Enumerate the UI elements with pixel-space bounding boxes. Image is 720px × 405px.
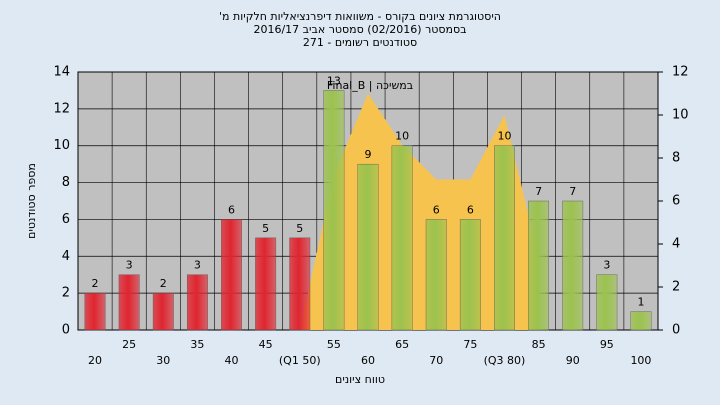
data-label: 13	[327, 74, 341, 87]
y-tick-label: 10	[53, 138, 70, 153]
x-tick-label: 45	[259, 338, 273, 351]
legend: Final_B | במשיכה	[327, 79, 413, 92]
x-tick-label: 75	[463, 338, 477, 351]
data-label: 7	[535, 185, 542, 198]
x-tick-label: 95	[600, 338, 614, 351]
data-label: 5	[296, 222, 303, 235]
bar	[494, 145, 515, 331]
x-tick-label: 90	[566, 354, 580, 367]
bar	[255, 237, 277, 331]
y-tick-label: 6	[62, 212, 70, 227]
bar	[118, 274, 140, 331]
data-label: 6	[433, 203, 440, 216]
data-label: 2	[160, 277, 167, 290]
data-label: 3	[194, 259, 201, 272]
bar	[221, 219, 242, 331]
data-label: 10	[497, 130, 511, 143]
bar	[323, 90, 345, 331]
bar	[289, 237, 311, 331]
x-tick-label: 40	[225, 354, 239, 367]
x-tick-label: 55	[327, 338, 341, 351]
bar	[425, 219, 447, 331]
bar	[562, 200, 584, 331]
data-label: 5	[262, 222, 269, 235]
bar	[459, 219, 481, 331]
y-tick-label: 8	[62, 175, 70, 190]
y-tick-label: 14	[53, 65, 70, 80]
data-label: 10	[395, 130, 409, 143]
data-label: 6	[228, 203, 235, 216]
x-tick-label: 65	[395, 338, 409, 351]
chart-title: היסטוגרמת ציונים בקורס - משוואות דיפרנצי…	[219, 10, 501, 23]
data-label: 7	[569, 185, 576, 198]
data-label: 1	[637, 296, 644, 309]
data-label: 6	[467, 203, 474, 216]
bar	[152, 292, 174, 331]
data-label: 2	[92, 277, 99, 290]
x-tick-label: 35	[190, 338, 204, 351]
bar	[357, 163, 379, 331]
y2-tick-label: 2	[672, 280, 680, 295]
y2-tick-label: 10	[672, 108, 689, 123]
data-label: 9	[365, 148, 372, 161]
bar	[630, 311, 652, 331]
y2-tick-label: 12	[672, 65, 689, 80]
bar	[84, 292, 106, 331]
chart-subtitle: בסמסטר (02/2016) סמסטר אביב 2016/17	[253, 23, 466, 36]
y2-tick-label: 4	[672, 237, 680, 252]
y-tick-label: 4	[62, 249, 70, 264]
x-tick-label: 60	[361, 354, 375, 367]
x-tick-label: 30	[156, 354, 170, 367]
x-tick-label: (Q3 80)	[484, 354, 526, 367]
y-tick-label: 12	[53, 101, 70, 116]
x-tick-label: 85	[532, 338, 546, 351]
y2-tick-label: 8	[672, 151, 680, 166]
y-axis-label: מספר סטודנטים	[25, 163, 38, 239]
bar	[528, 200, 550, 331]
x-tick-label: 25	[122, 338, 136, 351]
chart-subtitle: סטודנטים רשומים - 271	[303, 36, 417, 49]
y-tick-label: 0	[62, 323, 70, 338]
x-tick-label: 20	[88, 354, 102, 367]
x-tick-label: (Q1 50)	[279, 354, 321, 367]
x-tick-label: 70	[429, 354, 443, 367]
y2-tick-label: 6	[672, 194, 680, 209]
data-label: 3	[126, 259, 133, 272]
data-label: 3	[603, 259, 610, 272]
x-axis-label: טווח ציונים	[335, 373, 385, 386]
bar	[186, 274, 208, 331]
bar	[596, 274, 618, 331]
y2-tick-label: 0	[672, 323, 680, 338]
x-tick-label: 100	[630, 354, 651, 367]
bar	[391, 145, 413, 331]
y-tick-label: 2	[62, 286, 70, 301]
